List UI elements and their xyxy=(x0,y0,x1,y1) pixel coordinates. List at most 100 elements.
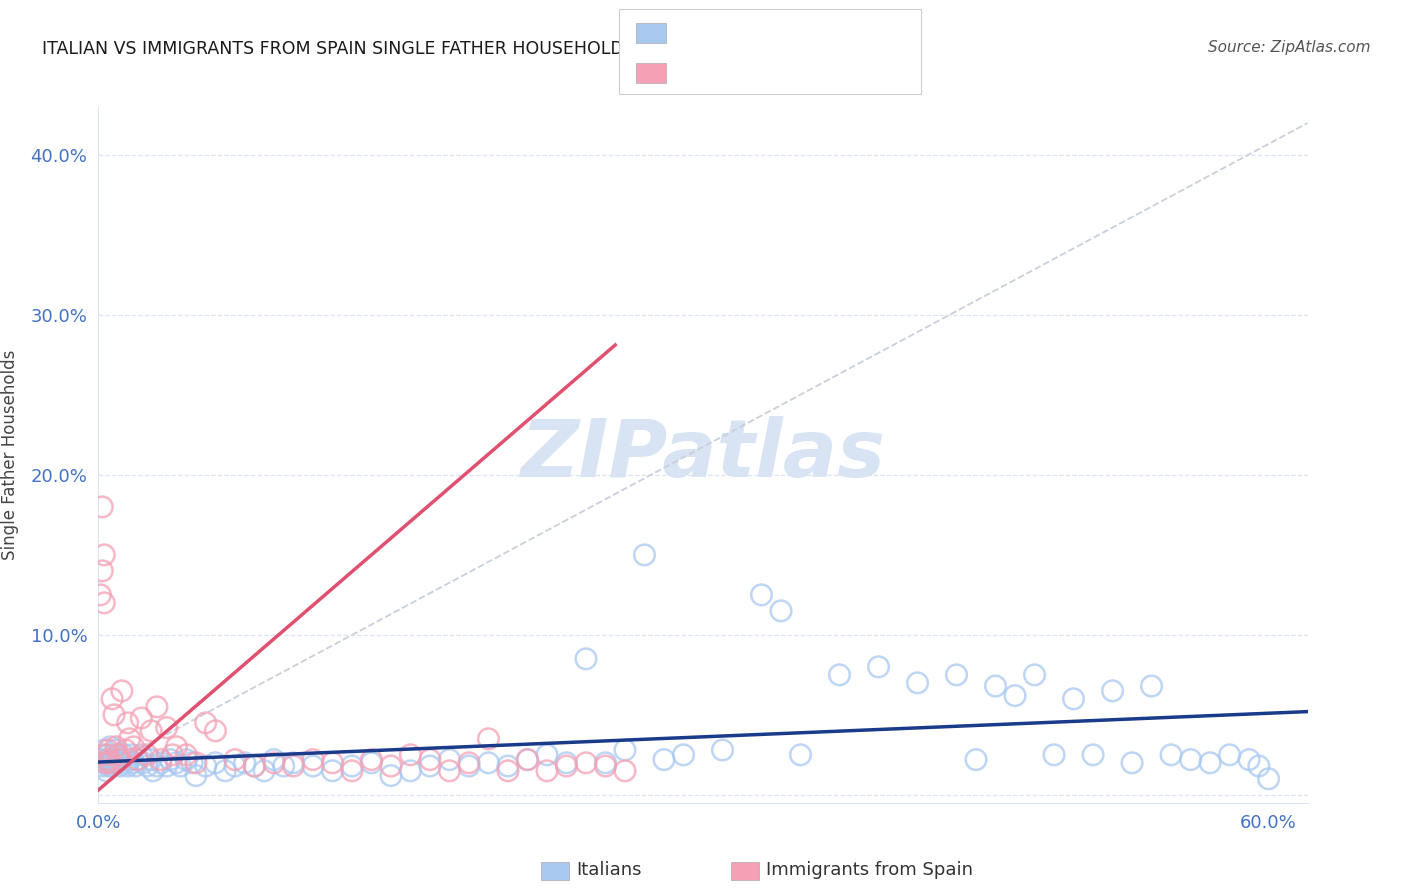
Point xyxy=(224,753,246,767)
Point xyxy=(108,759,131,773)
Point xyxy=(516,753,538,767)
Text: ITALIAN VS IMMIGRANTS FROM SPAIN SINGLE FATHER HOUSEHOLDS CORRELATION CHART: ITALIAN VS IMMIGRANTS FROM SPAIN SINGLE … xyxy=(42,40,830,58)
Point xyxy=(107,747,129,762)
Point xyxy=(595,759,617,773)
Point xyxy=(121,747,143,762)
Point xyxy=(419,753,441,767)
Point xyxy=(136,759,159,773)
Point xyxy=(174,747,197,762)
Point xyxy=(1063,691,1085,706)
Point xyxy=(117,715,139,730)
Point xyxy=(142,764,165,778)
Point xyxy=(380,759,402,773)
Point xyxy=(751,588,773,602)
Point xyxy=(575,756,598,770)
Point xyxy=(118,753,141,767)
Point xyxy=(91,564,114,578)
Point xyxy=(165,739,187,754)
Point xyxy=(321,756,343,770)
Point xyxy=(159,753,181,767)
Point xyxy=(103,707,125,722)
Point xyxy=(204,723,226,738)
Point xyxy=(224,759,246,773)
Point xyxy=(1180,753,1202,767)
Point xyxy=(139,723,162,738)
Point xyxy=(96,753,118,767)
Point xyxy=(243,759,266,773)
Point xyxy=(868,660,890,674)
Point xyxy=(1237,753,1260,767)
Point xyxy=(1121,756,1143,770)
Point xyxy=(162,747,184,762)
Point xyxy=(233,756,256,770)
Point xyxy=(169,759,191,773)
Point xyxy=(96,747,118,762)
Point xyxy=(165,756,187,770)
Point xyxy=(96,764,118,778)
Point xyxy=(97,759,120,773)
Point xyxy=(181,756,204,770)
Point xyxy=(614,743,637,757)
Point xyxy=(131,711,153,725)
Point xyxy=(907,676,929,690)
Point xyxy=(107,756,129,770)
Point xyxy=(1043,747,1066,762)
Point xyxy=(496,759,519,773)
Point xyxy=(1004,689,1026,703)
Point xyxy=(496,764,519,778)
Point xyxy=(103,747,125,762)
Point xyxy=(127,753,149,767)
Point xyxy=(114,743,136,757)
Point xyxy=(101,759,124,773)
Point xyxy=(97,743,120,757)
Point xyxy=(204,756,226,770)
Point xyxy=(321,764,343,778)
Point xyxy=(1160,747,1182,762)
Point xyxy=(477,731,499,746)
Point xyxy=(156,721,179,735)
Point xyxy=(1024,668,1046,682)
Point xyxy=(97,753,120,767)
Point xyxy=(652,753,675,767)
Y-axis label: Single Father Households: Single Father Households xyxy=(1,350,20,560)
Text: 98: 98 xyxy=(842,21,869,41)
Point xyxy=(945,668,967,682)
Point xyxy=(536,764,558,778)
Point xyxy=(1247,759,1270,773)
Point xyxy=(273,759,295,773)
Point xyxy=(91,759,114,773)
Point xyxy=(516,753,538,767)
Point xyxy=(360,756,382,770)
Point xyxy=(122,739,145,754)
Point xyxy=(399,764,422,778)
Point xyxy=(302,759,325,773)
Text: N =: N = xyxy=(801,62,845,82)
Point xyxy=(1219,747,1241,762)
Point xyxy=(263,756,285,770)
Point xyxy=(114,756,136,770)
Text: N =: N = xyxy=(801,21,845,41)
Point xyxy=(111,683,134,698)
Point xyxy=(769,604,792,618)
Point xyxy=(124,759,146,773)
Point xyxy=(194,759,217,773)
Point xyxy=(184,756,207,770)
Point xyxy=(108,753,131,767)
Point xyxy=(91,500,114,514)
Point xyxy=(263,753,285,767)
Point xyxy=(965,753,987,767)
Point xyxy=(1257,772,1279,786)
Point xyxy=(1101,683,1123,698)
Point xyxy=(439,753,461,767)
Point xyxy=(112,747,135,762)
Text: 0.278: 0.278 xyxy=(717,21,779,41)
Point xyxy=(136,747,159,762)
Point xyxy=(458,756,481,770)
Point xyxy=(536,747,558,762)
Point xyxy=(477,756,499,770)
Point xyxy=(146,699,169,714)
Point xyxy=(91,747,114,762)
Point xyxy=(214,764,236,778)
Text: R =: R = xyxy=(675,62,717,82)
Point xyxy=(360,753,382,767)
